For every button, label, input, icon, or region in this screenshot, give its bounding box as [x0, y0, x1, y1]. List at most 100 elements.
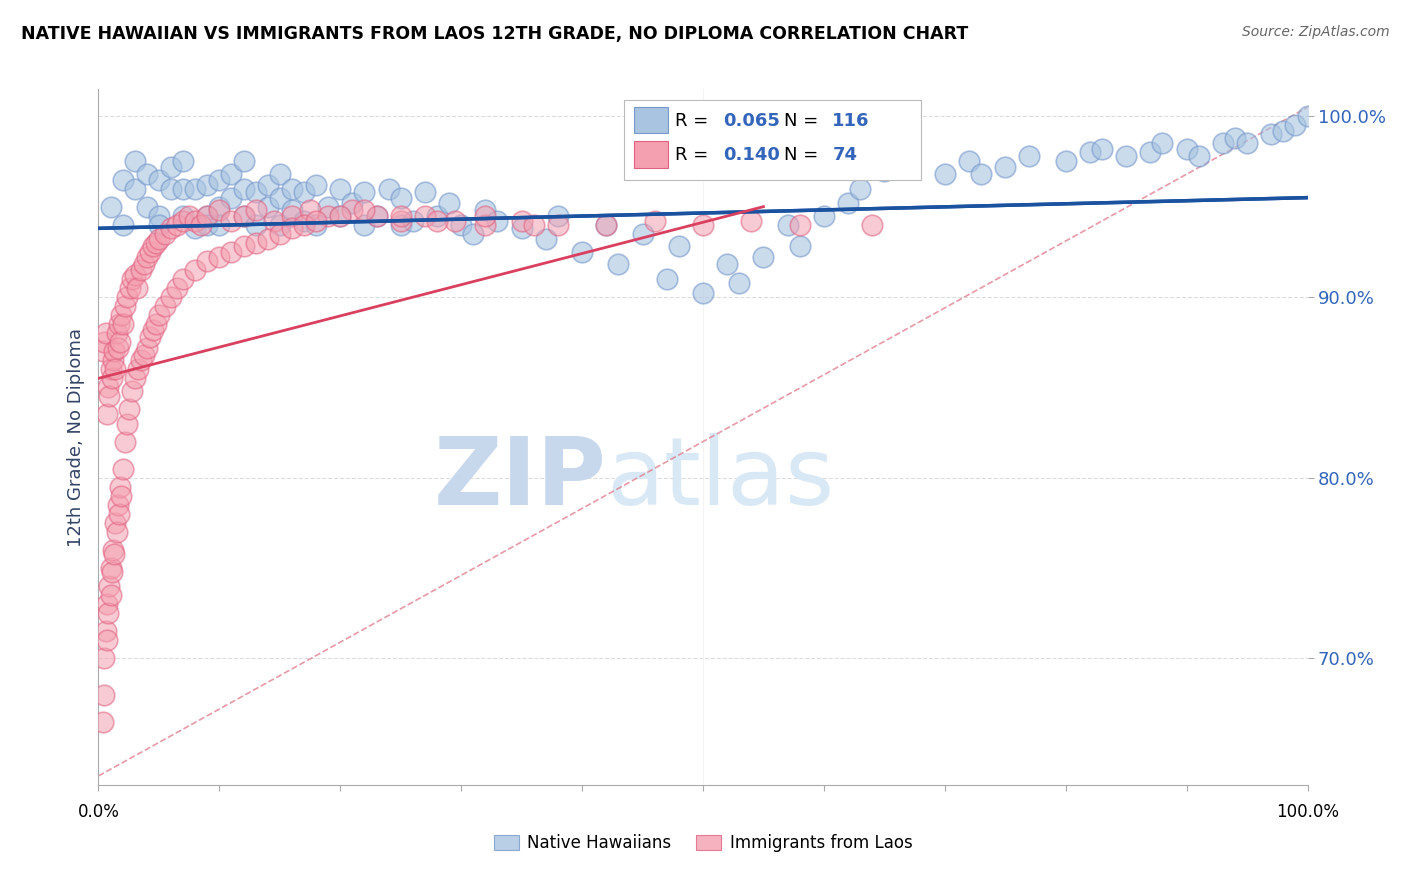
Point: [91, 714, 114, 729]
Point: [172, 214, 194, 228]
Point: [474, 203, 496, 218]
Point: [716, 258, 738, 272]
Point: [172, 272, 194, 286]
Point: [353, 218, 375, 232]
Point: [221, 214, 243, 228]
Text: 0.065: 0.065: [724, 112, 780, 129]
Point: [1091, 142, 1114, 156]
Point: [160, 160, 183, 174]
Point: [668, 239, 690, 253]
Point: [631, 227, 654, 241]
Point: [450, 218, 472, 232]
Point: [172, 154, 194, 169]
Point: [281, 181, 304, 195]
Point: [232, 209, 254, 223]
Point: [135, 250, 157, 264]
Point: [728, 276, 751, 290]
Point: [1139, 145, 1161, 160]
Text: N =: N =: [785, 112, 824, 129]
Point: [166, 281, 188, 295]
Point: [135, 167, 157, 181]
Point: [389, 214, 412, 228]
Point: [103, 344, 125, 359]
Point: [281, 221, 304, 235]
Point: [1188, 149, 1211, 163]
Point: [127, 362, 149, 376]
Text: 100.0%: 100.0%: [1277, 803, 1339, 821]
Point: [740, 214, 762, 228]
Point: [789, 218, 811, 232]
Point: [692, 286, 714, 301]
Point: [426, 209, 449, 223]
Bar: [634, 106, 668, 133]
Point: [184, 214, 207, 228]
Point: [107, 498, 129, 512]
Text: N =: N =: [785, 146, 824, 164]
Point: [110, 489, 132, 503]
Point: [221, 191, 243, 205]
Point: [342, 196, 364, 211]
Point: [366, 209, 388, 223]
Point: [111, 461, 134, 475]
Point: [789, 239, 811, 253]
Point: [100, 371, 122, 385]
Point: [245, 235, 267, 250]
Point: [1284, 119, 1306, 133]
Point: [245, 185, 267, 199]
Point: [139, 244, 162, 259]
Point: [108, 317, 131, 331]
Point: [232, 239, 254, 253]
Point: [595, 218, 617, 232]
Point: [256, 200, 278, 214]
Point: [1260, 128, 1282, 142]
Point: [135, 341, 157, 355]
Point: [195, 178, 218, 192]
Point: [1175, 142, 1198, 156]
Point: [413, 185, 436, 199]
Point: [208, 172, 231, 186]
Point: [114, 299, 136, 313]
Point: [232, 209, 254, 223]
Point: [377, 181, 399, 195]
Point: [107, 341, 129, 355]
Point: [96, 408, 118, 422]
Point: [208, 203, 231, 218]
Text: R =: R =: [675, 112, 714, 129]
Point: [342, 203, 364, 218]
Point: [1272, 124, 1295, 138]
Point: [245, 203, 267, 218]
Point: [1115, 149, 1137, 163]
Point: [292, 218, 315, 232]
Point: [644, 214, 666, 228]
Point: [127, 281, 149, 295]
Point: [148, 209, 170, 223]
Point: [934, 167, 956, 181]
Point: [873, 163, 896, 178]
Point: [256, 232, 278, 246]
Point: [813, 209, 835, 223]
Point: [97, 607, 120, 621]
Point: [437, 196, 460, 211]
Point: [595, 218, 617, 232]
Point: [547, 218, 569, 232]
Point: [329, 209, 352, 223]
Point: [124, 154, 146, 169]
Point: [402, 214, 425, 228]
Text: 74: 74: [832, 146, 858, 164]
Point: [221, 244, 243, 259]
Point: [305, 214, 328, 228]
Point: [426, 214, 449, 228]
Text: R =: R =: [675, 146, 714, 164]
Point: [118, 402, 141, 417]
Point: [179, 209, 201, 223]
Point: [281, 209, 304, 223]
Point: [463, 227, 485, 241]
Point: [837, 196, 859, 211]
Point: [96, 633, 118, 648]
Point: [269, 167, 291, 181]
Point: [1018, 149, 1040, 163]
Point: [208, 200, 231, 214]
Point: [1236, 136, 1258, 151]
Point: [195, 209, 218, 223]
Y-axis label: 12th Grade, No Diploma: 12th Grade, No Diploma: [66, 327, 84, 547]
